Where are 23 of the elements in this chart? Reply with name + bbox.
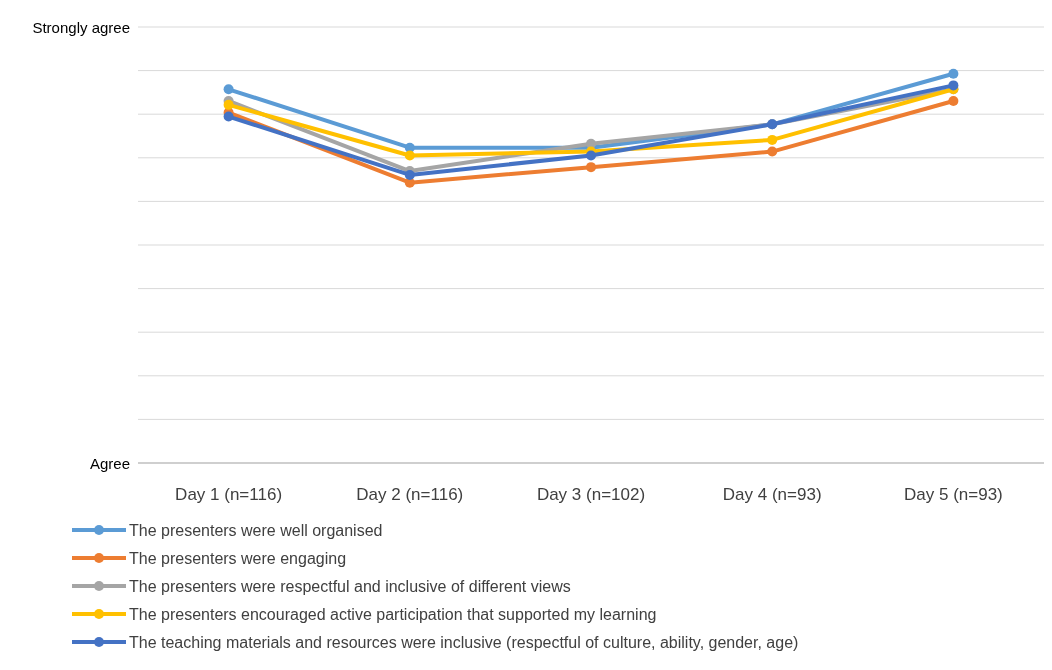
legend-label: The presenters were well organised (129, 522, 383, 539)
text: Strongly agree (32, 19, 130, 36)
point (948, 80, 959, 91)
point (948, 95, 959, 106)
legend-label: The presenters encouraged active participation that supported my learning (129, 606, 657, 623)
x-tick-label: Day 2 (n=116) (356, 485, 464, 504)
x-tick-label: Day 4 (n=93) (722, 485, 822, 504)
point (223, 111, 234, 122)
point (223, 84, 234, 95)
point (767, 134, 778, 145)
point (404, 150, 415, 161)
legend-label: The teaching materials and resources were inclusive (respectful of culture, ability, gender, age) (129, 634, 799, 651)
x-tick-label: Day 1 (n=116) (175, 485, 283, 504)
x-tick-label: Day 5 (n=93) (904, 485, 1003, 504)
legend-label: The presenters were engaging (129, 550, 347, 567)
text: Agree (89, 455, 130, 472)
point (223, 99, 234, 110)
point (586, 150, 596, 161)
point (948, 68, 959, 79)
legend-label: The presenters were respectful and inclusive of different views (129, 578, 571, 595)
point (586, 162, 596, 173)
point (767, 146, 778, 157)
x-tick-label: Day 3 (n=102) (536, 485, 646, 504)
